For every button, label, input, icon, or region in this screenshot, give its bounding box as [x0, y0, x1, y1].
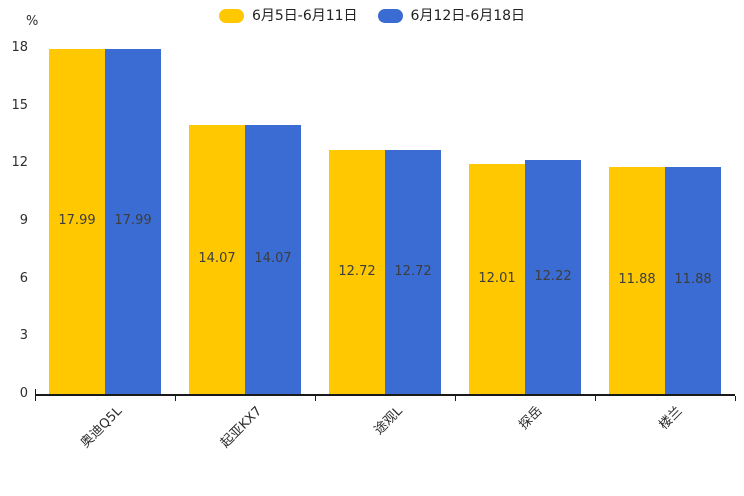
x-category-label-楼兰: 楼兰	[656, 403, 686, 433]
bar-value-label: 14.07	[198, 250, 236, 266]
y-tick-label: 3	[19, 328, 28, 344]
y-tick-label: 6	[19, 270, 28, 286]
legend-swatch-blue-icon	[377, 9, 403, 23]
x-axis-tick	[734, 396, 736, 401]
bar-value-label: 17.99	[58, 213, 96, 229]
bar-6月5日-6月11日-起亚KX7	[189, 124, 245, 395]
bar-6月12日-6月18日-奥迪Q5L	[105, 49, 161, 395]
x-axis-tick	[174, 396, 176, 401]
x-category-label-探岳: 探岳	[516, 403, 546, 433]
x-category-label-奥迪Q5L: 奥迪Q5L	[78, 403, 126, 452]
bar-6月5日-6月11日-途观L	[329, 150, 385, 395]
legend-item-week2[interactable]: 6月12日-6月18日	[377, 7, 526, 25]
bar-value-label: 17.99	[114, 213, 152, 229]
y-tick-label: 9	[19, 213, 28, 228]
bar-6月12日-6月18日-起亚KX7	[245, 124, 301, 395]
bar-6月12日-6月18日-楼兰	[665, 166, 721, 395]
legend-label: 6月5日-6月11日	[251, 8, 358, 24]
y-tick-label: 12	[11, 155, 28, 171]
legend-swatch-yellow-icon	[218, 9, 244, 23]
bar-value-label: 14.07	[254, 250, 292, 266]
x-category-label-途观L: 途观L	[371, 403, 406, 438]
y-tick-label: 18	[11, 40, 28, 55]
bar-value-label: 12.72	[394, 263, 432, 279]
legend-item-week1[interactable]: 6月5日-6月11日	[218, 7, 358, 25]
x-axis-tick	[34, 396, 36, 401]
bar-6月5日-6月11日-奥迪Q5L	[49, 49, 105, 395]
x-axis-line	[35, 394, 735, 396]
bar-value-label: 11.88	[618, 271, 656, 287]
x-category-label-起亚KX7: 起亚KX7	[218, 403, 266, 451]
bar-6月5日-6月11日-探岳	[469, 164, 525, 395]
x-axis-tick	[454, 396, 456, 401]
legend-label: 6月12日-6月18日	[410, 8, 526, 24]
bar-value-label: 12.01	[478, 270, 516, 286]
bar-6月12日-6月18日-途观L	[385, 150, 441, 395]
chart-legend: 6月5日-6月11日 6月12日-6月18日	[0, 7, 744, 25]
bar-value-label: 11.88	[674, 271, 712, 287]
y-tick-label: 15	[11, 97, 28, 113]
bar-value-label: 12.22	[534, 268, 572, 284]
x-axis-left-tick	[35, 389, 36, 394]
x-axis-tick	[314, 396, 316, 401]
bar-6月5日-6月11日-楼兰	[609, 166, 665, 395]
bar-6月12日-6月18日-探岳	[525, 160, 581, 395]
x-axis-tick	[594, 396, 596, 401]
y-axis-unit-label: %	[26, 14, 39, 29]
bar-value-label: 12.72	[338, 263, 376, 279]
y-tick-label: 0	[19, 386, 28, 401]
